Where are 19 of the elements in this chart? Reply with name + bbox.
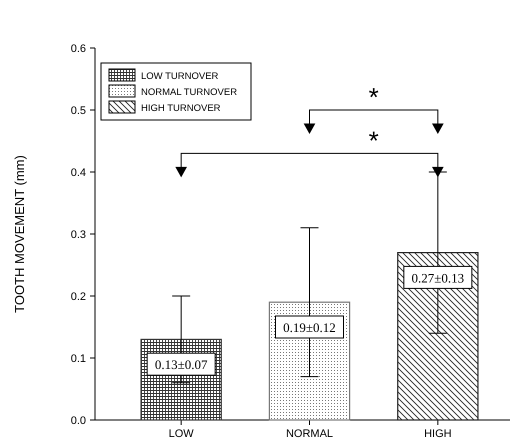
data-label: 0.19±0.12 (283, 320, 336, 335)
y-tick-label: 0.1 (70, 353, 86, 365)
y-tick-label: 0.3 (70, 229, 86, 241)
y-axis-title: TOOTH MOVEMENT (mm) (12, 155, 27, 313)
x-tick-label: HIGH (424, 428, 452, 440)
legend-label: HIGH TURNOVER (141, 103, 221, 114)
y-tick-label: 0.6 (70, 43, 86, 55)
annotation: * (368, 82, 379, 112)
data-label: 0.13±0.07 (154, 357, 208, 372)
x-tick-label: LOW (168, 428, 194, 440)
data-label: 0.27±0.13 (412, 270, 464, 286)
x-tick-label: NORMAL (286, 428, 334, 440)
legend-label: NORMAL TURNOVER (141, 87, 238, 98)
y-tick-label: 0.0 (70, 415, 86, 427)
y-tick-label: 0.5 (70, 105, 86, 117)
annotation: * (368, 125, 379, 156)
legend-label: LOW TURNOVER (141, 71, 219, 82)
y-tick-label: 0.2 (70, 291, 86, 303)
y-tick-label: 0.4 (70, 167, 86, 179)
